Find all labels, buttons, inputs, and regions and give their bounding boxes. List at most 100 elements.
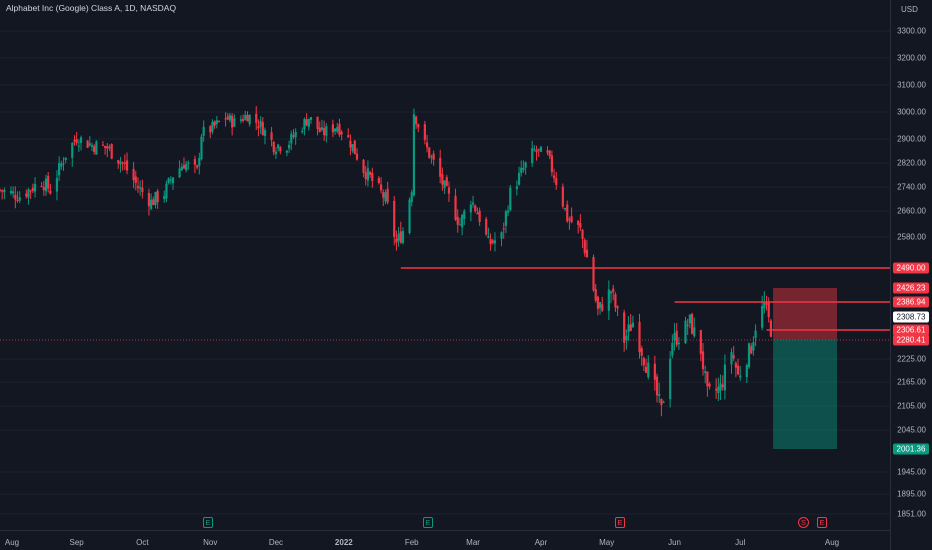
candle <box>524 161 527 175</box>
candle <box>86 139 89 149</box>
candle <box>715 378 718 399</box>
price-tick-label: 2225.00 <box>897 354 926 364</box>
candle <box>101 140 105 147</box>
candle <box>456 209 459 233</box>
candle <box>393 195 396 246</box>
grid-lines <box>0 30 890 515</box>
candle <box>410 189 413 207</box>
earnings-icon[interactable]: E <box>203 517 213 528</box>
candle <box>246 111 249 122</box>
candle <box>592 254 595 292</box>
candle <box>106 143 109 158</box>
candle <box>430 154 433 164</box>
price-axis[interactable]: USD 3300.00 3200.00 3100.00 3000.00 2900.00 2… <box>890 0 932 550</box>
candle <box>535 145 538 161</box>
candle <box>364 165 367 186</box>
candle <box>104 145 107 155</box>
candle <box>279 145 282 155</box>
candle <box>660 398 663 417</box>
candle <box>248 114 251 127</box>
candle <box>33 177 37 198</box>
candle <box>171 176 175 190</box>
earnings-icon[interactable]: E <box>817 517 827 528</box>
candle <box>522 160 525 173</box>
candle <box>579 214 582 231</box>
candle <box>382 189 385 206</box>
price-tick-label: 2660.00 <box>897 206 926 216</box>
earnings-icon[interactable]: E <box>423 517 433 528</box>
candle <box>3 187 6 200</box>
candle <box>231 113 234 136</box>
price-tick-label: 2900.00 <box>897 134 926 144</box>
candle <box>546 146 549 156</box>
candle <box>520 160 523 177</box>
candle <box>141 179 144 199</box>
candle <box>307 118 310 131</box>
candle <box>761 295 764 331</box>
candle <box>658 382 661 403</box>
candle <box>500 231 503 247</box>
candle <box>719 374 722 400</box>
candle <box>347 128 350 138</box>
candle <box>200 134 203 161</box>
price-tick-label: 3100.00 <box>897 80 926 90</box>
candle <box>0 188 2 193</box>
candle <box>491 238 494 245</box>
candle <box>655 373 659 403</box>
candle <box>642 356 645 372</box>
candle <box>684 316 687 344</box>
candle <box>349 134 352 156</box>
candle <box>95 140 98 155</box>
candle <box>117 159 120 169</box>
candle <box>594 283 597 303</box>
candle <box>336 122 339 134</box>
earnings-icon[interactable]: E <box>615 517 625 528</box>
candle <box>629 314 632 332</box>
time-tick-label: Jun <box>668 538 681 547</box>
candle <box>58 156 61 182</box>
drawing-overlays <box>0 267 890 449</box>
candle <box>73 135 76 146</box>
candle <box>123 154 126 171</box>
time-tick-label: Dec <box>268 538 284 547</box>
price-tick-label: 2740.00 <box>897 182 926 192</box>
candle <box>721 375 724 391</box>
candle <box>119 156 122 173</box>
candle <box>397 227 400 247</box>
candle <box>550 150 554 177</box>
candle <box>193 155 197 174</box>
candle <box>60 160 63 170</box>
split-icon[interactable]: S <box>798 517 809 528</box>
candle <box>261 117 264 136</box>
candle <box>18 191 21 204</box>
candle <box>423 120 426 145</box>
candle <box>64 157 67 164</box>
price-plot[interactable] <box>0 0 890 530</box>
candle <box>55 170 59 201</box>
candle <box>441 167 444 191</box>
time-tick-label: Aug <box>824 538 840 547</box>
time-tick-label: Apr <box>534 538 548 547</box>
candle <box>228 112 232 123</box>
candle <box>539 145 543 153</box>
candle <box>167 177 170 185</box>
price-tag-stop: 2426.23 <box>893 282 929 294</box>
candle <box>71 142 74 167</box>
time-tick-label: Nov <box>203 538 218 547</box>
time-axis[interactable]: Aug Sep Oct Nov Dec 2022 Feb Mar Apr May Jun Jul Aug <box>0 530 890 550</box>
candle <box>150 193 153 211</box>
candle <box>734 361 737 378</box>
candle <box>693 317 696 338</box>
candle <box>165 180 168 203</box>
candle <box>581 228 584 248</box>
candle <box>504 209 508 234</box>
candle <box>316 116 319 136</box>
candle <box>169 176 172 185</box>
candle <box>224 112 227 127</box>
candle <box>211 119 214 135</box>
time-tick-label: Mar <box>466 538 480 547</box>
candle <box>647 355 650 380</box>
candle <box>432 150 435 166</box>
candle <box>147 188 151 216</box>
